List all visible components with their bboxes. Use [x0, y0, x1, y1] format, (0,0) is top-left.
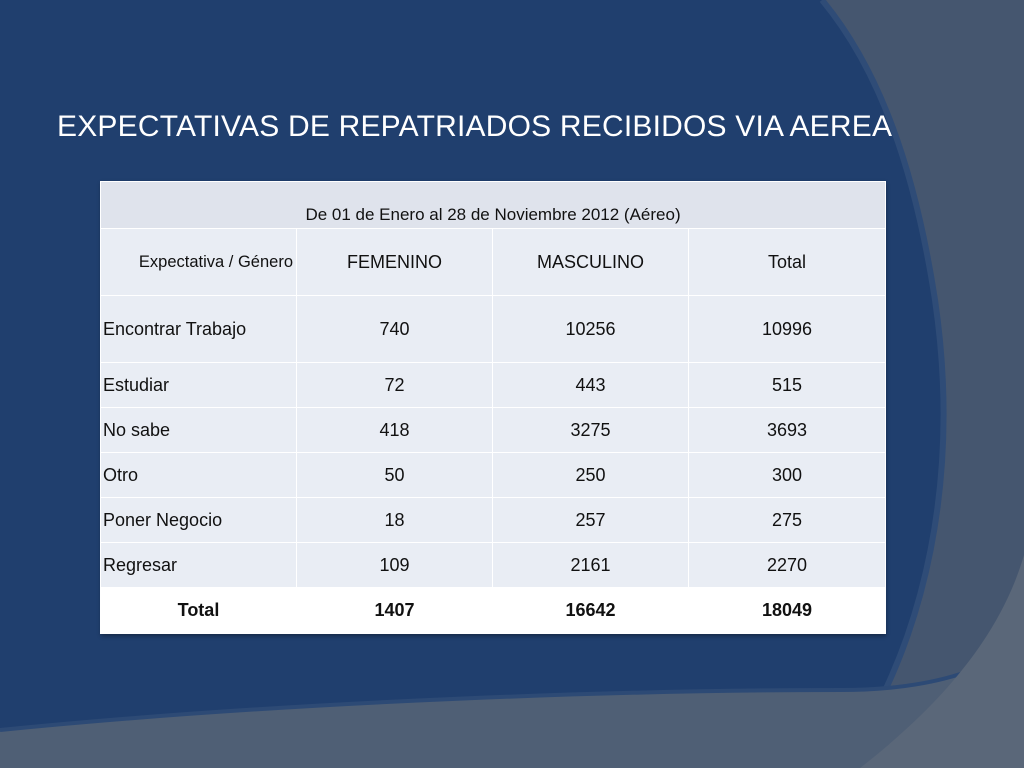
period-caption: De 01 de Enero al 28 de Noviembre 2012 (…: [99, 181, 887, 229]
row-label: Otro: [100, 452, 297, 498]
cell-total: 10996: [687, 295, 887, 363]
table-row: Otro 50 250 300: [100, 452, 887, 498]
total-femenino: 1407: [296, 587, 493, 634]
row-label: Regresar: [100, 542, 297, 588]
cell-femenino: 50: [296, 452, 493, 498]
cell-total: 515: [687, 362, 887, 408]
row-label: Encontrar Trabajo: [100, 295, 297, 363]
header-expectativa: Expectativa / Género: [100, 228, 297, 296]
header-total: Total: [687, 228, 887, 296]
total-masculino: 16642: [492, 587, 689, 634]
row-label: Poner Negocio: [100, 497, 297, 543]
row-label: Estudiar: [100, 362, 297, 408]
cell-femenino: 72: [296, 362, 493, 408]
total-label: Total: [100, 587, 297, 634]
header-masculino: MASCULINO: [492, 228, 689, 296]
right-swoosh-shape: [822, 0, 1024, 768]
expectations-table: De 01 de Enero al 28 de Noviembre 2012 (…: [99, 181, 887, 634]
table-row: Estudiar 72 443 515: [100, 362, 887, 408]
total-row: Total 1407 16642 18049: [100, 587, 887, 634]
bottom-swoosh-shape: [0, 640, 1024, 768]
cell-masculino: 257: [492, 497, 689, 543]
cell-total: 300: [687, 452, 887, 498]
cell-femenino: 109: [296, 542, 493, 588]
table-row: No sabe 418 3275 3693: [100, 407, 887, 453]
cell-total: 2270: [687, 542, 887, 588]
cell-total: 275: [687, 497, 887, 543]
cell-masculino: 10256: [492, 295, 689, 363]
cell-masculino: 2161: [492, 542, 689, 588]
cell-masculino: 250: [492, 452, 689, 498]
cell-total: 3693: [687, 407, 887, 453]
table-row: Encontrar Trabajo 740 10256 10996: [100, 295, 887, 363]
header-row: Expectativa / Género FEMENINO MASCULINO …: [100, 228, 887, 296]
cell-femenino: 740: [296, 295, 493, 363]
cell-femenino: 418: [296, 407, 493, 453]
cell-masculino: 3275: [492, 407, 689, 453]
cell-femenino: 18: [296, 497, 493, 543]
data-table-container: De 01 de Enero al 28 de Noviembre 2012 (…: [99, 181, 887, 634]
row-label: No sabe: [100, 407, 297, 453]
table-row: Poner Negocio 18 257 275: [100, 497, 887, 543]
table-row: Regresar 109 2161 2270: [100, 542, 887, 588]
period-row: De 01 de Enero al 28 de Noviembre 2012 (…: [99, 181, 887, 229]
total-overall: 18049: [687, 587, 887, 634]
cell-masculino: 443: [492, 362, 689, 408]
lower-right-shape: [860, 555, 1024, 768]
header-femenino: FEMENINO: [296, 228, 493, 296]
slide-title: EXPECTATIVAS DE REPATRIADOS RECIBIDOS VI…: [57, 110, 893, 143]
